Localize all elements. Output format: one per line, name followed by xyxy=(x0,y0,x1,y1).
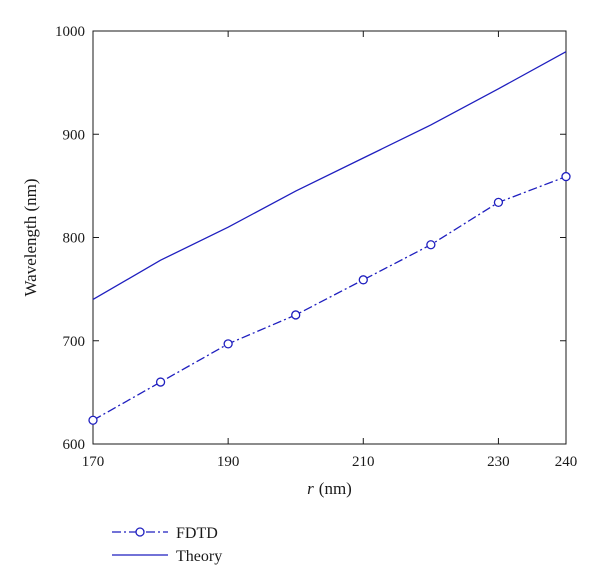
x-axis-title: r (nm) xyxy=(307,479,352,498)
legend-entry-theory: Theory xyxy=(112,548,222,565)
y-tick-label: 900 xyxy=(63,127,86,143)
x-tick-label: 210 xyxy=(352,454,375,470)
x-axis-unit: (nm) xyxy=(319,479,352,498)
data-point-fdtd xyxy=(426,240,436,250)
series-group xyxy=(88,51,571,425)
data-point-fdtd xyxy=(88,415,98,425)
data-point-fdtd xyxy=(291,310,301,320)
legend: FDTD Theory xyxy=(112,525,222,565)
series-line-fdtd xyxy=(92,175,567,421)
data-point-fdtd xyxy=(358,275,368,285)
data-point-fdtd xyxy=(561,171,571,182)
y-axis-title: Wavelength (nm) xyxy=(21,178,40,296)
data-point-fdtd xyxy=(493,197,504,208)
y-tick-label: 700 xyxy=(63,334,86,350)
legend-swatch-marker xyxy=(135,527,145,537)
axis-ticks: 170 190 210 230 240 600 700 800 900 1000 xyxy=(55,24,577,470)
data-point-fdtd xyxy=(155,377,166,387)
series-line-theory xyxy=(92,51,567,301)
y-tick-label: 1000 xyxy=(55,24,85,40)
y-tick-label: 800 xyxy=(63,231,86,247)
x-axis-variable: r xyxy=(307,479,314,498)
legend-entry-fdtd: FDTD xyxy=(112,525,218,542)
legend-label: FDTD xyxy=(176,525,218,542)
x-tick-label: 170 xyxy=(82,454,105,470)
x-tick-label: 190 xyxy=(217,454,240,470)
x-tick-label: 240 xyxy=(555,454,578,470)
y-tick-label: 600 xyxy=(63,437,86,453)
legend-label: Theory xyxy=(176,548,222,565)
x-tick-label: 230 xyxy=(487,454,510,470)
data-point-fdtd xyxy=(223,339,233,349)
